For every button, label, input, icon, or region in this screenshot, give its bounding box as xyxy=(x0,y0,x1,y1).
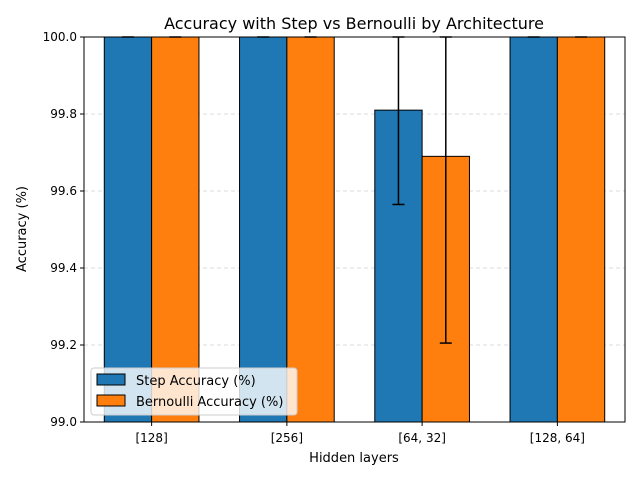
legend-swatch-bernoulli xyxy=(96,394,126,407)
x-axis-ticks: [128] [256] [64, 32] [128, 64] xyxy=(135,422,585,445)
y-tick-label: 99.6 xyxy=(50,184,77,198)
x-tick-label: [128] xyxy=(135,431,167,445)
bar-step xyxy=(239,36,288,423)
y-tick-label: 99.8 xyxy=(50,107,77,121)
x-tick-label: [64, 32] xyxy=(398,431,446,445)
plot-frame xyxy=(83,36,626,423)
legend-swatch-step xyxy=(96,373,126,386)
chart-title: Accuracy with Step vs Bernoulli by Archi… xyxy=(164,14,544,33)
y-tick-label: 99.2 xyxy=(50,338,77,352)
legend-label-step: Step Accuracy (%) xyxy=(136,374,256,389)
bar-bernoulli xyxy=(286,36,335,423)
legend-frame xyxy=(90,367,298,416)
y-axis-ticks: 99.0 99.2 99.4 99.6 99.8 100.0 xyxy=(43,30,84,429)
bar-bernoulli xyxy=(151,36,200,423)
y-axis-label: Accuracy (%) xyxy=(15,186,30,272)
legend: Step Accuracy (%) Bernoulli Accuracy (%) xyxy=(90,367,298,416)
y-tick-label: 99.4 xyxy=(50,261,77,275)
bar-step xyxy=(509,36,558,423)
x-tick-label: [256] xyxy=(271,431,303,445)
y-tick-label: 99.0 xyxy=(50,415,77,429)
bar-step xyxy=(103,36,153,423)
bars-layer xyxy=(103,36,606,423)
bar-bernoulli xyxy=(556,36,606,423)
x-tick-label: [128, 64] xyxy=(530,431,585,445)
y-tick-label: 100.0 xyxy=(43,30,77,44)
legend-label-bernoulli: Bernoulli Accuracy (%) xyxy=(136,395,283,410)
x-axis-label: Hidden layers xyxy=(309,451,399,466)
